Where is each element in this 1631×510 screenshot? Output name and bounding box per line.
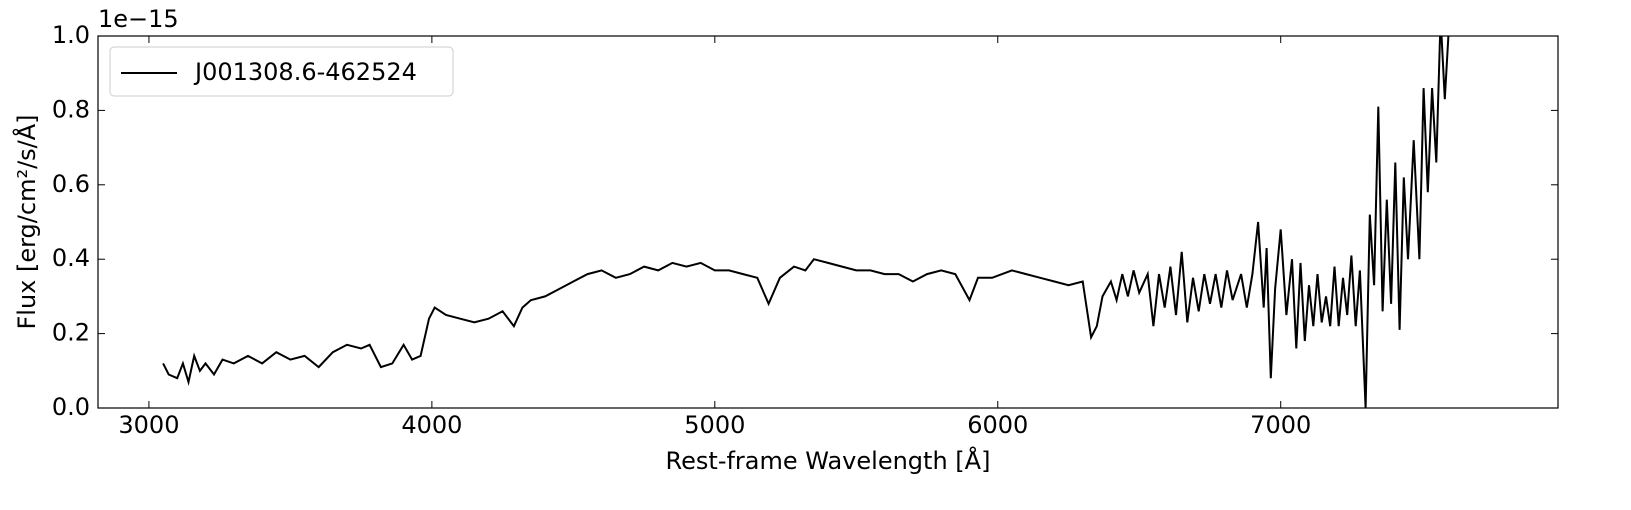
legend-box bbox=[109, 46, 454, 97]
offset-text: 1e−15 bbox=[98, 5, 179, 33]
y-tick-label: 1.0 bbox=[52, 21, 90, 49]
legend-label: J001308.6-462524 bbox=[193, 58, 417, 86]
spectrum-line bbox=[162, 36, 1450, 408]
y-axis-label: Flux [erg/cm²/s/Å] bbox=[12, 114, 41, 329]
x-tick-label: 3000 bbox=[118, 411, 179, 439]
x-tick-label: 5000 bbox=[684, 411, 745, 439]
x-tick-label: 4000 bbox=[401, 411, 462, 439]
y-tick-label: 0.8 bbox=[52, 95, 90, 123]
y-tick-label: 0.6 bbox=[52, 170, 90, 198]
x-axis-label: Rest-frame Wavelength [Å] bbox=[666, 446, 991, 475]
plot-frame bbox=[97, 35, 1559, 409]
y-tick-label: 0.0 bbox=[52, 393, 90, 421]
y-tick-label: 0.4 bbox=[52, 244, 90, 272]
y-tick-label: 0.2 bbox=[52, 319, 90, 347]
x-tick-label: 7000 bbox=[1250, 411, 1311, 439]
x-tick-label: 6000 bbox=[967, 411, 1028, 439]
